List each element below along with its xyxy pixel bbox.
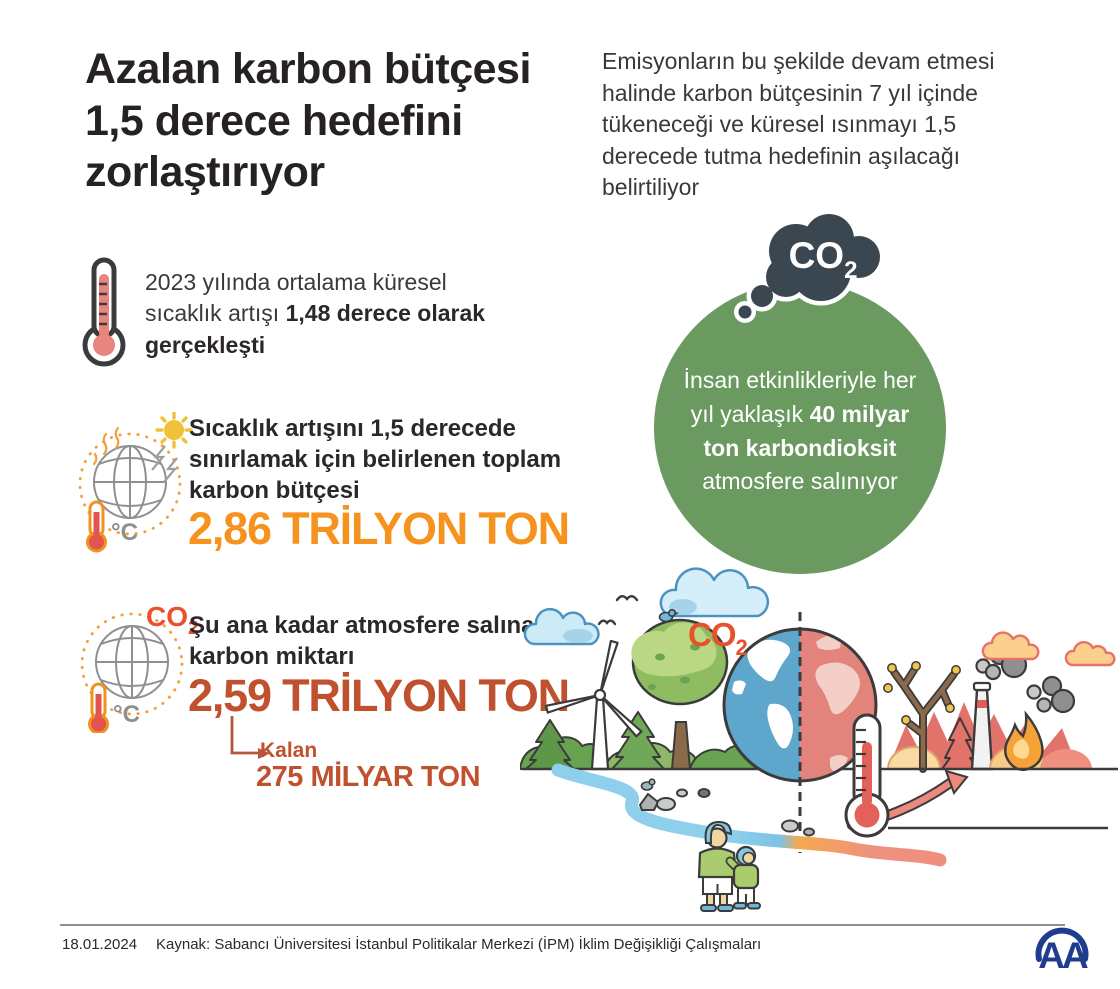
bubble-line2-bold: 40 milyar xyxy=(809,400,910,427)
budget-label: Sıcaklık artışını 1,5 derecede sınırlama… xyxy=(189,415,562,505)
climate-illustration: CO2 xyxy=(520,567,1118,912)
budget-value: 2,86 TRİLYON TON xyxy=(188,503,570,554)
globe-co2-icon: CO2 °C xyxy=(80,601,199,733)
dotted-ring xyxy=(80,612,184,716)
dead-tree xyxy=(883,661,961,773)
bubble-line3-bold: ton karbondioksit xyxy=(703,434,897,461)
celsius-label: °C xyxy=(113,701,140,728)
mini-thermometer xyxy=(88,682,109,733)
footer-date: 18.01.2024 xyxy=(62,936,138,953)
fire-icon xyxy=(1004,710,1044,771)
emitted-value: 2,59 TRİLYON TON xyxy=(188,670,570,721)
remaining-label: Kalan xyxy=(260,739,318,762)
scene-co2-label: CO2 xyxy=(688,616,748,660)
adult-figure xyxy=(697,820,749,912)
globe-wireframe xyxy=(93,445,167,519)
green-tree xyxy=(631,608,729,770)
emissions-bubble-text: İnsan etkinlikleriyle her yıl yaklaşık 4… xyxy=(654,364,946,499)
temp-2023-text: 2023 yılında ortalama küresel sıcaklık a… xyxy=(145,267,495,361)
mini-thermometer xyxy=(86,500,107,553)
footer-source: Kaynak: Sabancı Üniversitesi İstanbul Po… xyxy=(156,936,762,953)
emitted-label: Şu ana kadar atmosfere salınan karbon mi… xyxy=(189,612,550,671)
co2-label: CO2 xyxy=(146,601,199,639)
sun-icon xyxy=(155,412,193,449)
aa-logo-text: AA xyxy=(1038,935,1088,976)
intro-text: Emisyonların bu şekilde devam etmesi hal… xyxy=(602,48,995,200)
bird-icon xyxy=(658,608,679,623)
wind-turbine xyxy=(544,639,643,771)
emissions-bubble: İnsan etkinlikleriyle her yıl yaklaşık 4… xyxy=(654,282,946,574)
orange-clouds xyxy=(981,631,1116,667)
child-figure xyxy=(732,845,761,910)
elbow-arrow-icon xyxy=(230,716,270,759)
hot-mound xyxy=(1040,749,1092,769)
bubble-line2-normal: yıl yaklaşık xyxy=(690,400,810,427)
rocks xyxy=(638,778,815,837)
blue-clouds xyxy=(523,567,770,646)
footer-divider xyxy=(60,924,1065,926)
birds xyxy=(597,595,639,626)
sun-ray-arrows xyxy=(151,445,178,483)
scene-thermometer xyxy=(844,713,890,838)
page-title: Azalan karbon bütçesi 1,5 derece hedefin… xyxy=(85,45,531,197)
thermometer-ticks xyxy=(99,282,107,326)
continents-west xyxy=(732,639,793,749)
temp-2023-bold: 1,48 derece olarak gerçekleşti xyxy=(145,300,486,358)
cloud-fill xyxy=(738,214,880,319)
co2-cloud-icon: CO2 xyxy=(734,211,885,323)
heat-squiggles xyxy=(92,426,120,466)
aa-logo: AA xyxy=(1035,927,1091,976)
globe-wireframe xyxy=(95,625,169,699)
factory-chimney xyxy=(970,681,994,771)
temp-2023-normal: 2023 yılında ortalama küresel sıcaklık a… xyxy=(145,269,447,327)
globe-sun-icon: °C xyxy=(78,412,193,553)
smoke-clouds xyxy=(975,642,1076,714)
earth-half-blue-half-red xyxy=(722,612,878,853)
thermometer-icon xyxy=(82,257,126,367)
pine-tree xyxy=(611,711,665,770)
dotted-ring xyxy=(78,432,182,536)
cloud-co2-label: CO2 xyxy=(789,235,858,284)
bird-icon xyxy=(640,778,656,791)
yellow-leaves xyxy=(883,661,961,725)
bubble-line4: atmosfere salınıyor xyxy=(702,468,898,495)
celsius-label: °C xyxy=(111,519,138,546)
people xyxy=(697,820,761,912)
bubble-line1: İnsan etkinlikleriyle her xyxy=(683,367,917,393)
remaining-value: 275 MİLYAR TON xyxy=(256,761,481,793)
